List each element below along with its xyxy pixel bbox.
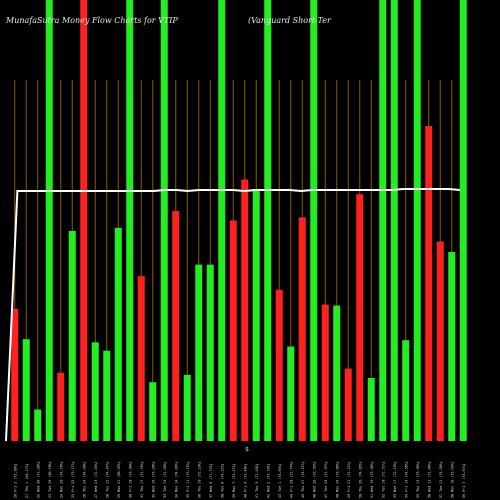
x-tick-labels: 20 Fri 2 (72.96%) 21 Thu 1 (64.17%) 22 Wed… [13,461,466,498]
bar-33 [379,0,387,441]
bar-19 [218,0,226,441]
bar-22 [252,189,260,441]
x-tick-label: 25 Fri 25 (73.17%) [71,461,75,498]
bar-29 [333,305,341,441]
bar-25 [287,346,295,441]
x-tick-label: 23 Tue 29 (69.78%) [48,461,52,498]
bars [11,0,467,442]
bar-2 [22,339,30,441]
x-tick-label: 55 Thu 13 (73.90%) [416,461,420,498]
x-tick-label: 48 Mon 24 (73.66%) [335,461,339,498]
bar-31 [356,194,364,441]
x-tick-label: 45 Thu 27 (74.27%) [301,461,305,498]
bar-18 [206,264,214,441]
bar-30 [344,368,352,441]
bar-32 [367,378,375,441]
bar-13 [149,382,157,441]
bar-15 [172,211,180,441]
x-tick-label: 54 Fri 14 (74.56%) [404,461,408,498]
chart-title-left: MunafaSutra Money Flow Charts for VTIP [5,16,178,25]
bar-39 [448,252,456,441]
bar-34 [390,0,398,441]
bar-26 [298,217,306,441]
bar-11 [126,0,134,441]
x-tick-label: 27 Wed 23 (71.45%) [94,461,98,498]
bar-6 [68,231,76,441]
chart-title-right: (Vanguard Short-Ter [248,16,332,25]
x-tick-label: 37 Wed 9 (71.73%) [209,463,213,498]
x-tick-label: 58 Mon 10 (72.49%) [450,461,454,498]
x-tick-label: 31 Thu 17 (71.76%) [140,461,144,498]
x-tick-label: 21 Thu 1 (64.17%) [25,463,29,498]
x-tick-label: 40 Fri 4 (72.46%) [243,463,247,498]
x-tick-label: 35 Fri 11 (73.75%) [186,461,190,498]
x-tick-label: 29 Mon 21 (69.93%) [117,461,121,498]
x-tick-label: 51 Wed 19 (73.96%) [370,461,374,498]
x-tick-label: 22 Wed 30 (71.96%) [36,461,40,498]
x-tick-label: 47 Tue 25 (71.97%) [324,461,328,498]
bar-28 [321,304,329,441]
price-line [5,188,461,442]
bar-1 [11,308,19,441]
x-tick-label: 52 Tue 18 (71.71%) [381,461,385,498]
bar-12 [137,276,145,441]
bar-21 [241,179,249,442]
x-tick-label: 24 Mon 28 (74.76%) [59,461,63,498]
x-tick-label: 53 Mon 17 (72.10%) [393,461,397,498]
bar-24 [275,289,283,441]
x-tick-label: 44 Fri 28 (72.74%) [289,461,293,498]
bar-36 [413,0,421,441]
x-tick-label: 38 Tue 8 (74.22%) [220,463,224,498]
x-tick-label: 41 Thu 3 (71.48%) [255,463,259,498]
bar-38 [436,241,444,441]
x-tick-label: 28 Tue 22 (74.47%) [105,461,109,498]
bar-8 [91,342,99,441]
x-tick-label: 57 Tue 11 (74.58%) [439,461,443,498]
x-tick-label: 32 Wed 16 (73.26%) [151,461,155,498]
x-tick-label: 50 Thu 20 (74.65%) [358,461,362,498]
bar-37 [425,126,433,441]
bar-40 [459,0,467,441]
x-tick-label: 49 Fri 21 (71.21%) [347,461,351,498]
x-tick-label: 30 Fri 18 (73.36%) [128,461,132,498]
x-tick-label: 42 Wed 2 (73.16%) [266,463,270,498]
bar-7 [80,0,88,441]
bar-14 [160,0,168,441]
bar-9 [103,350,111,441]
bar-20 [229,220,237,441]
x-tick-label: 20 Fri 2 (72.96%) [13,463,17,498]
x-tick-label: 56 Wed 12 (71.46%) [427,461,431,498]
bar-17 [195,264,203,441]
bar-4 [45,0,53,441]
bar-16 [183,374,191,441]
x-tick-label: 59 Fri 7 (74.97%) [462,463,466,498]
x-axis-label: $ [245,446,249,453]
bar-27 [310,0,318,441]
x-tick-label: 46 Wed 26 (72.95%) [312,461,316,498]
bar-3 [34,409,42,441]
x-tick-label: 34 Mon 14 (74.09%) [174,461,178,498]
bar-10 [114,227,122,441]
bar-35 [402,340,410,441]
x-tick-label: 43 Tue 1 (74.89%) [278,463,282,498]
x-tick-label: 33 Tue 15 (71.50%) [163,461,167,498]
x-tick-label: 26 Thu 24 (74.48%) [82,461,86,498]
bar-23 [264,0,272,441]
x-tick-label: 39 Mon 7 (72.27%) [232,463,236,498]
x-tick-label: 36 Thu 10 (72.18%) [197,461,201,498]
bar-5 [57,372,65,441]
